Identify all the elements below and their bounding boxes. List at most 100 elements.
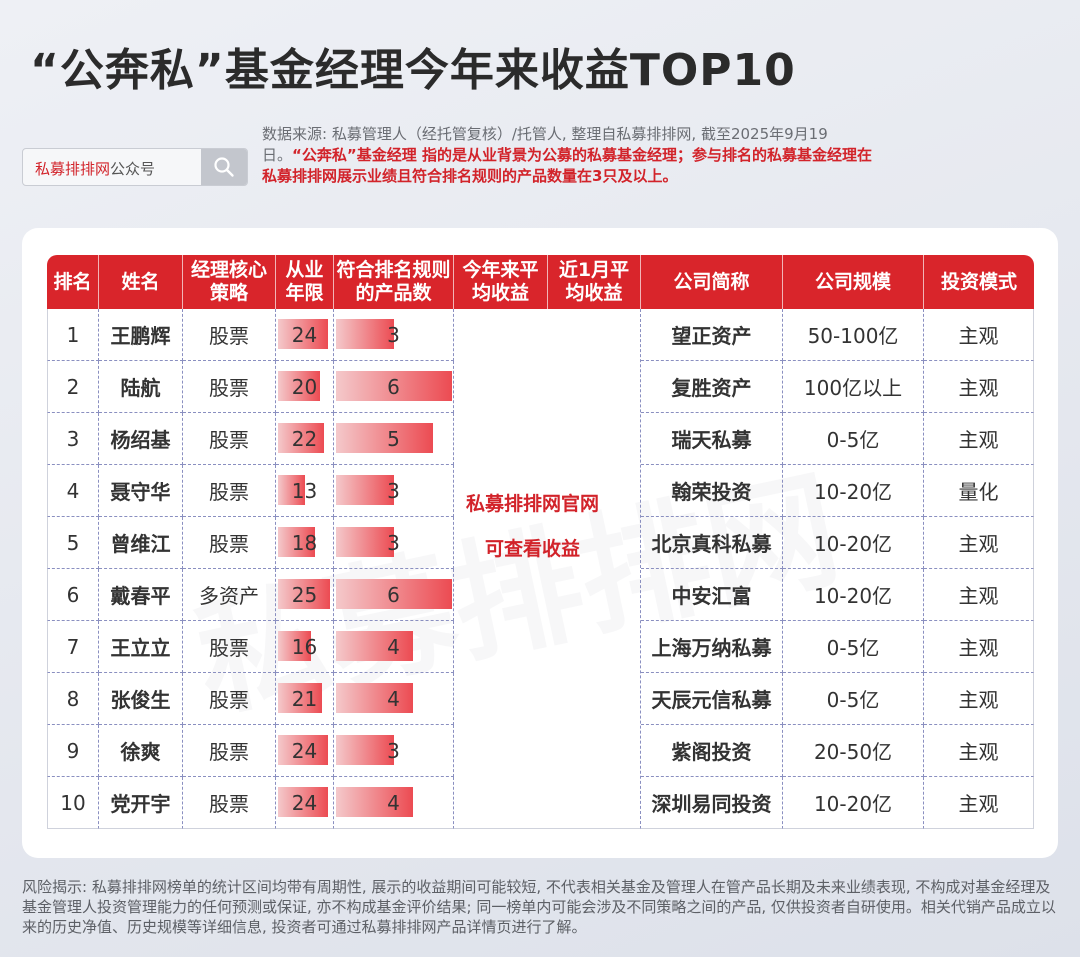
manager-name: 杨绍基 — [99, 413, 183, 465]
investment-mode: 主观 — [924, 569, 1034, 621]
company-scale: 10-20亿 — [783, 777, 924, 829]
company-scale: 100亿以上 — [783, 361, 924, 413]
column-header: 排名 — [47, 255, 99, 309]
rank-cell: 9 — [47, 725, 99, 777]
years-bar — [278, 787, 328, 817]
rank-cell: 6 — [47, 569, 99, 621]
returns-notice[interactable]: 私募排排网官网 可查看收益 — [466, 482, 599, 572]
rank-cell: 10 — [47, 777, 99, 829]
search-input[interactable]: 私募排排网公众号 — [35, 158, 155, 179]
search-icon — [214, 157, 234, 177]
years-bar — [278, 475, 305, 505]
product-count-value: 3 — [387, 478, 400, 503]
company-name: 中安汇富 — [641, 569, 783, 621]
product-count-value: 4 — [387, 634, 400, 659]
column-header: 从业年限 — [276, 255, 334, 309]
column-header: 近1月平均收益 — [548, 255, 641, 309]
rank-cell: 1 — [47, 309, 99, 361]
years-cell: 16 — [276, 621, 334, 673]
years-value: 13 — [291, 478, 318, 503]
company-name: 瑞天私募 — [641, 413, 783, 465]
rank-cell: 4 — [47, 465, 99, 517]
investment-mode: 主观 — [924, 413, 1034, 465]
strategy-cell: 股票 — [183, 621, 276, 673]
table-row: 7 王立立 股票 16 4 上海万纳私募 0-5亿 主观 — [47, 621, 1034, 673]
manager-name: 聂守华 — [99, 465, 183, 517]
column-header: 今年来平均收益 — [454, 255, 548, 309]
company-scale: 0-5亿 — [783, 413, 924, 465]
manager-name: 王立立 — [99, 621, 183, 673]
rank-cell: 2 — [47, 361, 99, 413]
data-source-note: 数据来源: 私募管理人（经托管复核）/托管人, 整理自私募排排网, 截至2025… — [262, 124, 874, 187]
strategy-cell: 股票 — [183, 725, 276, 777]
company-name: 深圳易同投资 — [641, 777, 783, 829]
investment-mode: 主观 — [924, 361, 1034, 413]
table-row: 5 曾维江 股票 18 3 北京真科私募 10-20亿 主观 — [47, 517, 1034, 569]
table-row: 6 戴春平 多资产 25 6 中安汇富 10-20亿 主观 — [47, 569, 1034, 621]
years-cell: 13 — [276, 465, 334, 517]
column-header: 公司简称 — [641, 255, 783, 309]
rank-cell: 7 — [47, 621, 99, 673]
strategy-cell: 股票 — [183, 777, 276, 829]
column-header: 投资模式 — [924, 255, 1034, 309]
years-value: 25 — [291, 582, 318, 607]
product-count-cell: 6 — [334, 569, 454, 621]
strategy-cell: 股票 — [183, 361, 276, 413]
years-cell: 24 — [276, 777, 334, 829]
years-bar — [278, 319, 328, 349]
rank-cell: 8 — [47, 673, 99, 725]
product-count-value: 5 — [387, 426, 400, 451]
risk-disclosure: 风险揭示: 私募排排网榜单的统计区间均带有周期性, 展示的收益期间可能较短, 不… — [22, 878, 1056, 936]
product-count-cell: 3 — [334, 517, 454, 569]
search-button[interactable] — [201, 149, 247, 185]
definition-text: “公奔私”基金经理 指的是从业背景为公募的私募基金经理；参与排名的私募基金经理在… — [262, 146, 872, 185]
search-box[interactable]: 私募排排网公众号 — [22, 148, 248, 186]
years-value: 24 — [291, 790, 318, 815]
returns-placeholder: 私募排排网官网 可查看收益 — [454, 309, 641, 829]
investment-mode: 量化 — [924, 465, 1034, 517]
company-name: 紫阁投资 — [641, 725, 783, 777]
notice-line-2: 可查看收益 — [485, 538, 581, 560]
years-cell: 24 — [276, 725, 334, 777]
product-count-bar — [336, 423, 433, 453]
product-count-value: 6 — [387, 374, 400, 399]
strategy-cell: 股票 — [183, 673, 276, 725]
manager-name: 党开宇 — [99, 777, 183, 829]
product-count-bar — [336, 787, 413, 817]
years-bar — [278, 371, 320, 401]
investment-mode: 主观 — [924, 673, 1034, 725]
strategy-cell: 多资产 — [183, 569, 276, 621]
search-suffix: 公众号 — [110, 160, 156, 178]
company-name: 复胜资产 — [641, 361, 783, 413]
product-count-bar — [336, 475, 394, 505]
product-count-bar — [336, 631, 413, 661]
manager-name: 曾维江 — [99, 517, 183, 569]
column-header: 公司规模 — [783, 255, 924, 309]
years-bar — [278, 735, 328, 765]
product-count-value: 4 — [387, 686, 400, 711]
product-count-value: 3 — [387, 738, 400, 763]
strategy-cell: 股票 — [183, 517, 276, 569]
product-count-bar — [336, 579, 452, 609]
company-scale: 0-5亿 — [783, 673, 924, 725]
product-count-cell: 6 — [334, 361, 454, 413]
table-header: 排名 姓名 经理核心策略 从业年限 符合排名规则的产品数 今年来平均收益 近1月平均收益 公司… — [47, 255, 1034, 309]
company-name: 天辰元信私募 — [641, 673, 783, 725]
company-scale: 20-50亿 — [783, 725, 924, 777]
rank-cell: 5 — [47, 517, 99, 569]
product-count-cell: 4 — [334, 621, 454, 673]
company-scale: 50-100亿 — [783, 309, 924, 361]
product-count-cell: 4 — [334, 777, 454, 829]
table-row: 3 杨绍基 股票 22 5 瑞天私募 0-5亿 主观 — [47, 413, 1034, 465]
company-scale: 10-20亿 — [783, 517, 924, 569]
years-bar — [278, 527, 315, 557]
product-count-cell: 3 — [334, 465, 454, 517]
years-bar — [278, 631, 311, 661]
rank-cell: 3 — [47, 413, 99, 465]
investment-mode: 主观 — [924, 517, 1034, 569]
company-name: 望正资产 — [641, 309, 783, 361]
table-row: 8 张俊生 股票 21 4 天辰元信私募 0-5亿 主观 — [47, 673, 1034, 725]
company-name: 北京真科私募 — [641, 517, 783, 569]
product-count-bar — [336, 527, 394, 557]
strategy-cell: 股票 — [183, 413, 276, 465]
